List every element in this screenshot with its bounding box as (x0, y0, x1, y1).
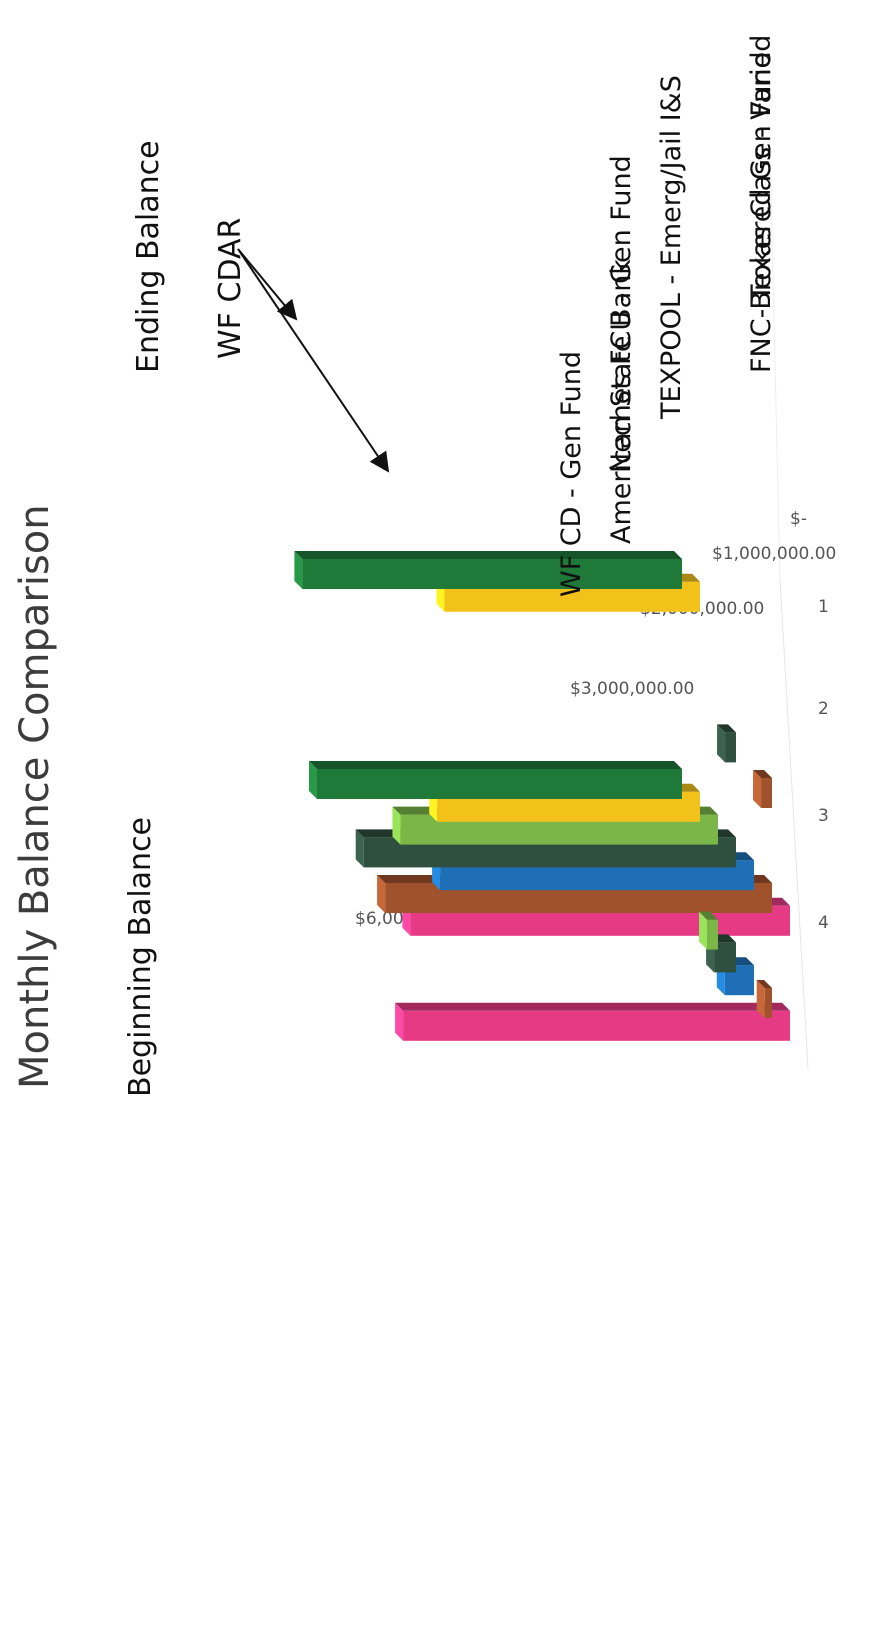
bar-side-wf-cd-gen-fund-cat-2 (753, 770, 772, 778)
bar-side-texas-class-varied-cat-1 (294, 551, 682, 559)
floor-guides (769, 148, 809, 1070)
group-label-beginning: Beginning Balance (123, 817, 158, 1097)
callout-label-wf-cdar: WF CDAR (213, 218, 248, 359)
legend-entry-texpool-emerg-jail-i-s: TEXPOOL - Emerg/Jail I&S (656, 75, 687, 420)
y-tick-label: $- (790, 509, 807, 529)
bar-top-texas-class-varied-cat-3 (309, 761, 317, 799)
legend: WF CD - Gen Fund American State BankNeche… (556, 35, 777, 597)
bar-top-neches-fcu-gen-fund-cat-2 (717, 724, 726, 763)
bar-neches-fcu-gen-fund-cat-4 (714, 942, 736, 973)
bar-top-wf-cdar-cat-4 (395, 1002, 404, 1041)
bar-texpool-emerg-jail-i-s-cat-3 (400, 814, 718, 845)
x-tick-label: 3 (818, 806, 829, 826)
legend-entry-texas-class-varied: Texas Class - Varied (746, 35, 777, 302)
bar-wf-cd-gen-fund-cat-2 (761, 778, 772, 808)
bar-texas-class-varied-cat-3 (317, 769, 682, 799)
bar-wf-cdar-cat-4 (403, 1010, 790, 1041)
bar-top-neches-fcu-gen-fund-cat-3 (355, 829, 364, 868)
x-tick-label: 1 (818, 597, 829, 617)
bar-wf-cdar-cat-3 (410, 905, 790, 936)
legend-entry-wf-cd-gen-fund: WF CD - Gen Fund (556, 351, 587, 597)
bar-top-wf-cd-gen-fund-cat-2 (753, 770, 762, 808)
bar-top-wf-cd-gen-fund-cat-3 (377, 875, 386, 913)
x-axis-ticks: 1 2 3 4 (818, 597, 829, 933)
bar-fnc-brokered-gen-fund-cat-3 (437, 791, 700, 822)
bar-american-state-bank-cat-4 (724, 965, 754, 996)
callout-arrow-1 (237, 248, 298, 321)
callout-arrow-2 (237, 248, 390, 473)
group-label-ending: Ending Balance (131, 140, 166, 373)
y-tick-label: $1,000,000.00 (712, 544, 836, 564)
x-tick-label: 2 (818, 699, 829, 719)
bar-texpool-emerg-jail-i-s-cat-4 (707, 919, 718, 950)
bar-top-texpool-emerg-jail-i-s-cat-3 (392, 806, 401, 845)
bar-side-neches-fcu-gen-fund-cat-2 (717, 724, 736, 733)
bars (294, 551, 790, 1041)
bar-wf-cd-gen-fund-cat-3 (385, 883, 772, 913)
legend-entry-neches-fcu-gen-fund: Neches FCU - Gen Fund (606, 155, 637, 473)
bar-neches-fcu-gen-fund-cat-2 (725, 732, 736, 763)
bar-side-wf-cd-gen-fund-cat-4 (756, 980, 772, 988)
bar-texas-class-varied-cat-1 (302, 559, 682, 589)
bar-side-texas-class-varied-cat-3 (309, 761, 682, 769)
bar-top-texpool-emerg-jail-i-s-cat-4 (699, 911, 708, 950)
bar-wf-cd-gen-fund-cat-4 (764, 988, 773, 1018)
chart-title: Monthly Balance Comparison (12, 504, 58, 1089)
bar-fnc-brokered-gen-fund-cat-1 (444, 581, 700, 612)
bar-top-texas-class-varied-cat-1 (294, 551, 303, 589)
bar-side-wf-cdar-cat-4 (395, 1002, 790, 1011)
y-tick-label: $3,000,000.00 (570, 679, 694, 699)
bar-american-state-bank-cat-3 (440, 860, 754, 891)
bar-side-texpool-emerg-jail-i-s-cat-4 (699, 911, 718, 920)
x-tick-label: 4 (818, 913, 829, 933)
bar-neches-fcu-gen-fund-cat-3 (363, 837, 736, 868)
legend-entry-fnc-brokered-gen-fund: FNC-Brokered Gen Fund (746, 51, 777, 373)
legend-entry-american-state-bank: American State Bank (606, 259, 637, 544)
bar-top-wf-cd-gen-fund-cat-4 (756, 980, 765, 1018)
